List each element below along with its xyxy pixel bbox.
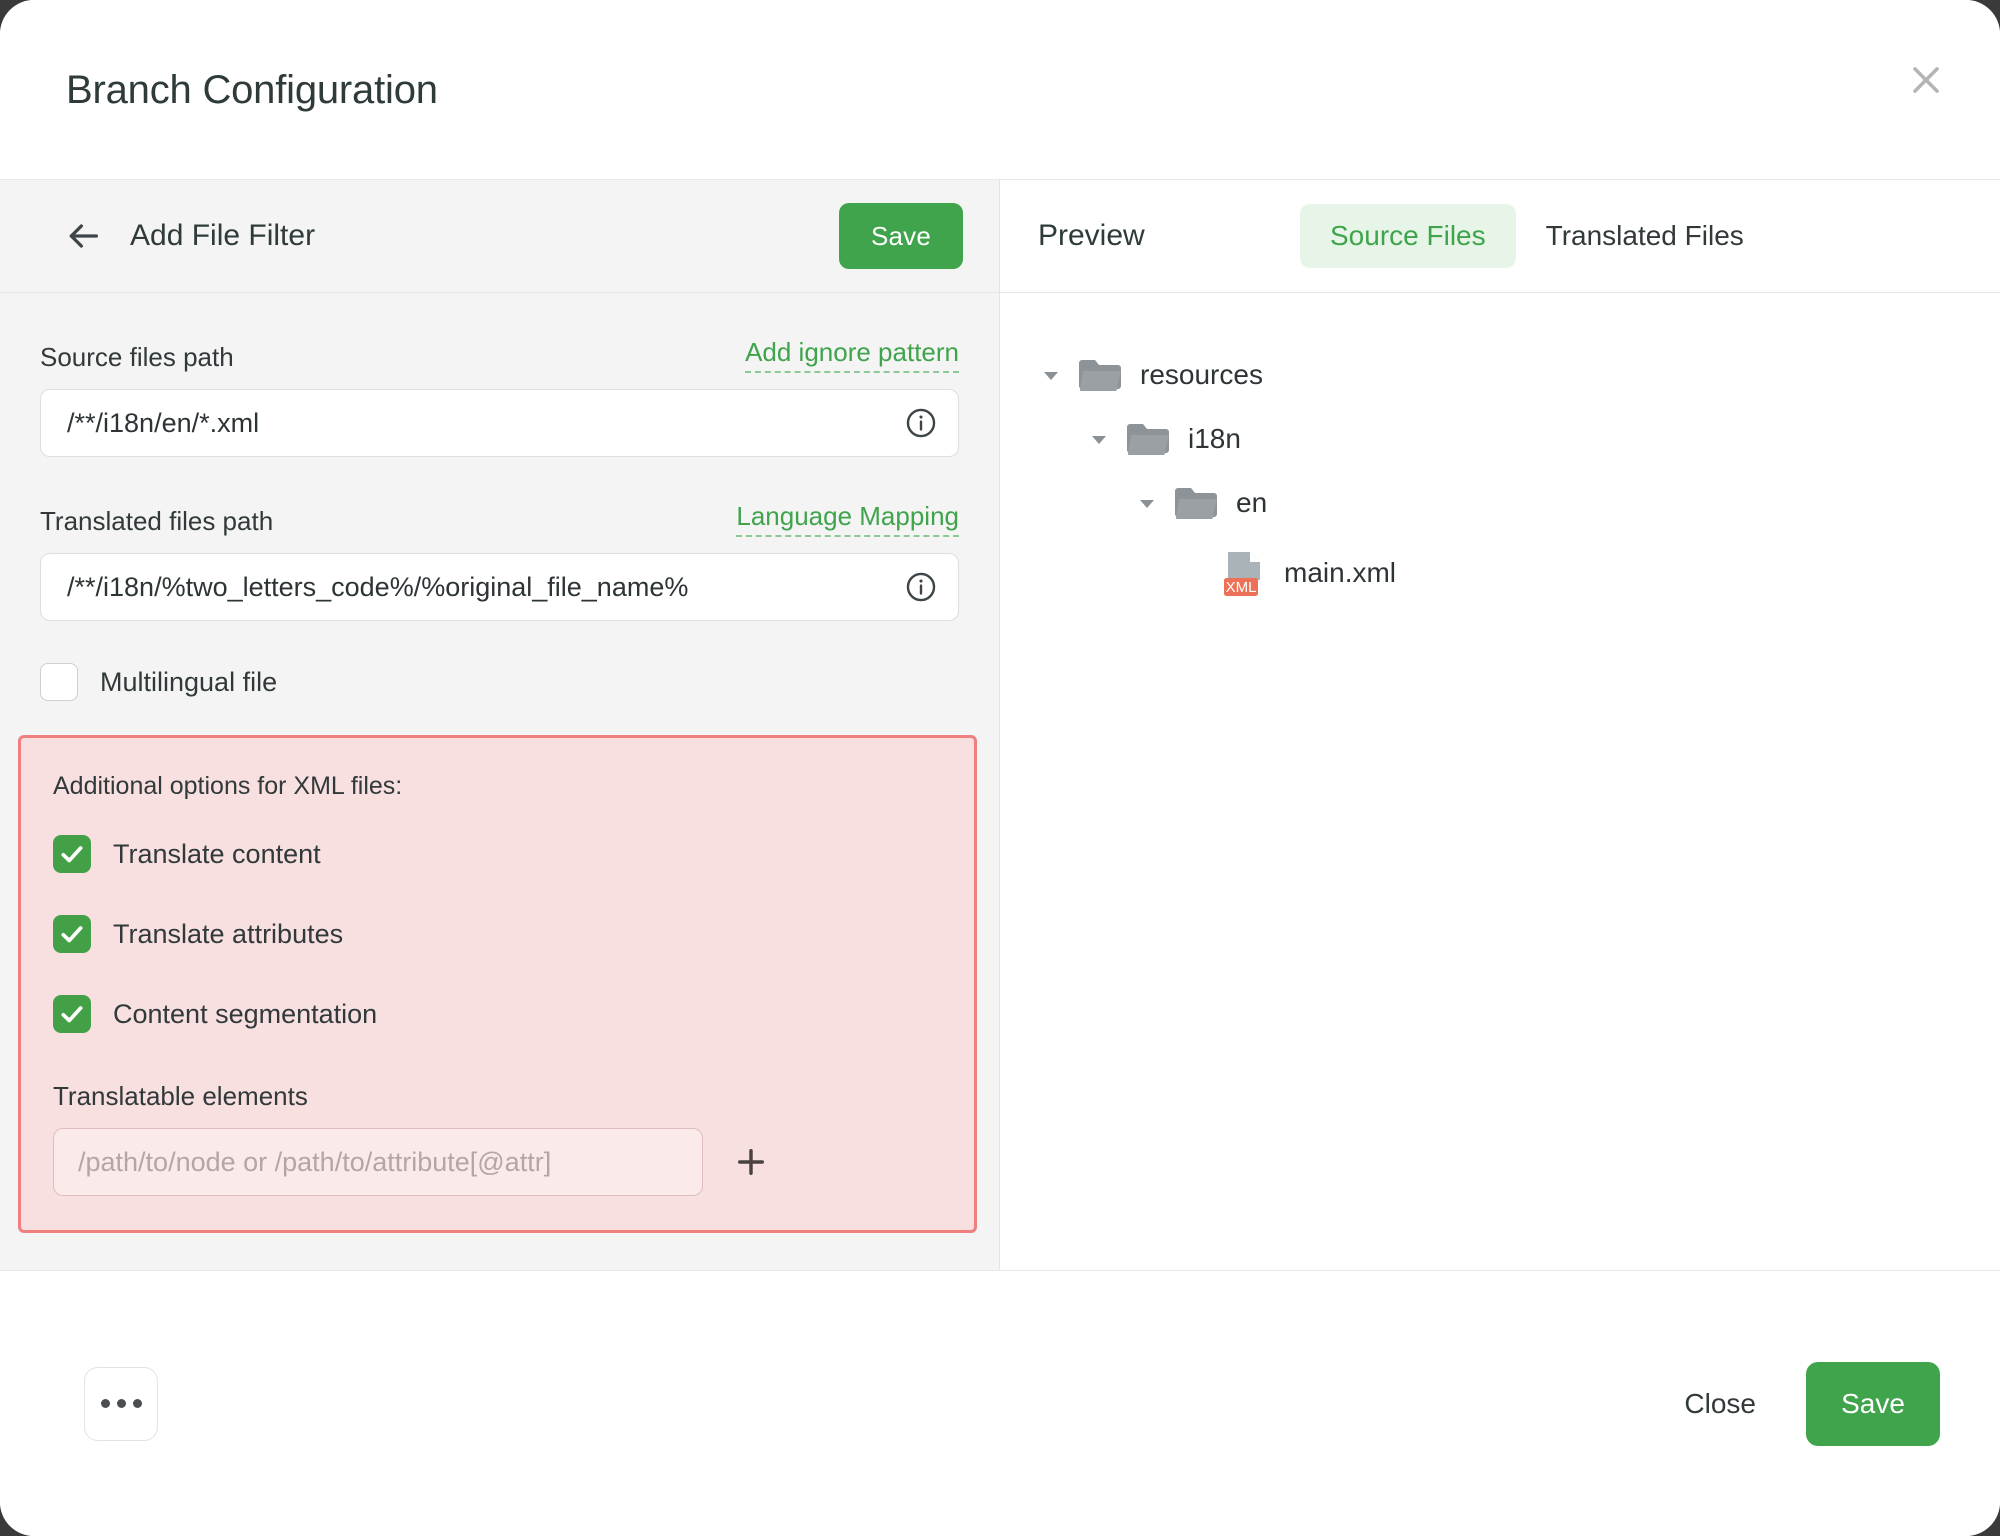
preview-panel: Preview Source Files Translated Files: [1000, 180, 2000, 1270]
translatable-elements-row: /path/to/node or /path/to/attribute[@att…: [53, 1128, 952, 1196]
xml-options-title: Additional options for XML files:: [53, 772, 403, 800]
tree-item-resources[interactable]: resources: [1000, 343, 2000, 407]
folder-icon: [1078, 357, 1122, 393]
tree-item-label: i18n: [1188, 423, 1241, 454]
save-filter-button[interactable]: Save: [838, 203, 963, 269]
source-files-path-field: Source files path Add ignore pattern /**…: [0, 337, 999, 457]
folder-icon: [1174, 485, 1218, 521]
translatable-elements-input[interactable]: /path/to/node or /path/to/attribute[@att…: [53, 1128, 703, 1196]
save-button[interactable]: Save: [1806, 1361, 1940, 1446]
chevron-down-icon[interactable]: [1086, 426, 1112, 452]
tab-source-files[interactable]: Source Files: [1300, 204, 1516, 268]
language-mapping-link[interactable]: Language Mapping: [736, 501, 959, 537]
translated-files-path-label: Translated files path: [40, 506, 274, 536]
close-icon[interactable]: [1898, 52, 1954, 108]
xml-file-icon: XML: [1222, 550, 1266, 596]
translate-attributes-checkbox[interactable]: [53, 915, 91, 953]
multilingual-file-label: Multilingual file: [100, 666, 278, 697]
content-segmentation-checkbox-row[interactable]: Content segmentation: [53, 995, 952, 1033]
xml-options-panel: Additional options for XML files: Transl…: [18, 735, 977, 1233]
dot: [116, 1399, 126, 1408]
tree-item-en[interactable]: en: [1000, 471, 2000, 535]
translatable-elements-label: Translatable elements: [53, 1081, 308, 1111]
arrow-left-icon[interactable]: [60, 213, 106, 259]
chevron-down-icon[interactable]: [1038, 362, 1064, 388]
source-files-path-label: Source files path: [40, 342, 234, 372]
chevron-down-icon[interactable]: [1134, 490, 1160, 516]
file-filter-form: Source files path Add ignore pattern /**…: [0, 293, 999, 1270]
file-filter-subheader: Add File Filter Save: [0, 180, 999, 293]
info-icon[interactable]: [904, 406, 938, 440]
add-ignore-pattern-link[interactable]: Add ignore pattern: [745, 337, 959, 373]
content-segmentation-checkbox[interactable]: [53, 995, 91, 1033]
content-segmentation-label: Content segmentation: [113, 998, 378, 1029]
file-filter-panel: Add File Filter Save Source files path A…: [0, 180, 1000, 1270]
translated-files-path-input[interactable]: /**/i18n/%two_letters_code%/%original_fi…: [40, 553, 959, 621]
source-files-path-value: /**/i18n/en/*.xml: [67, 407, 260, 438]
tree-item-i18n[interactable]: i18n: [1000, 407, 2000, 471]
file-tree: resources i18n: [1000, 293, 2000, 1270]
svg-text:XML: XML: [1226, 579, 1257, 596]
file-filter-title: Add File Filter: [130, 219, 316, 252]
dot: [100, 1399, 110, 1408]
page-title: Branch Configuration: [66, 67, 438, 112]
translated-files-path-head: Translated files path Language Mapping: [40, 501, 959, 537]
dot: [132, 1399, 142, 1408]
info-icon[interactable]: [904, 570, 938, 604]
close-button[interactable]: Close: [1656, 1370, 1784, 1438]
source-files-path-input[interactable]: /**/i18n/en/*.xml: [40, 389, 959, 457]
preview-title: Preview: [1038, 219, 1145, 252]
multilingual-file-checkbox-row[interactable]: Multilingual file: [40, 663, 959, 701]
tree-item-label: en: [1236, 487, 1268, 518]
ellipsis-icon[interactable]: [84, 1366, 158, 1441]
folder-icon: [1126, 421, 1170, 457]
translated-files-path-value: /**/i18n/%two_letters_code%/%original_fi…: [67, 571, 689, 602]
tree-item-label: main.xml: [1284, 557, 1397, 588]
dialog-titlebar: Branch Configuration: [0, 0, 2000, 180]
dialog-footer: Close Save: [0, 1270, 2000, 1536]
tree-item-label: resources: [1140, 359, 1263, 390]
multilingual-file-checkbox[interactable]: [40, 663, 78, 701]
translated-files-path-field: Translated files path Language Mapping /…: [0, 501, 999, 621]
translate-content-checkbox-row[interactable]: Translate content: [53, 835, 952, 873]
preview-header: Preview Source Files Translated Files: [1000, 180, 2000, 293]
source-files-path-head: Source files path Add ignore pattern: [40, 337, 959, 373]
translate-attributes-checkbox-row[interactable]: Translate attributes: [53, 915, 952, 953]
translate-attributes-label: Translate attributes: [113, 918, 344, 949]
plus-icon[interactable]: [729, 1140, 773, 1184]
dialog-body: Add File Filter Save Source files path A…: [0, 180, 2000, 1270]
tree-item-main-xml[interactable]: XML main.xml: [1000, 535, 2000, 611]
translate-content-checkbox[interactable]: [53, 835, 91, 873]
tab-translated-files[interactable]: Translated Files: [1545, 220, 1744, 251]
translate-content-label: Translate content: [113, 838, 321, 869]
